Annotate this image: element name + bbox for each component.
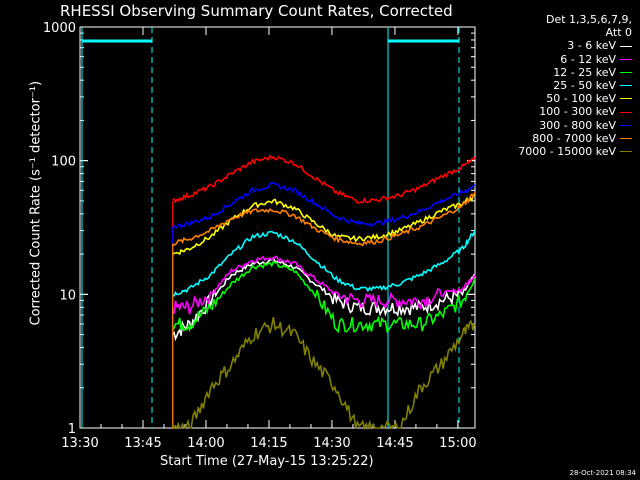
- plot-frame: [79, 26, 476, 429]
- series-line: [172, 181, 476, 229]
- legend-entry: 100 - 300 keV: [518, 105, 632, 118]
- legend: Det 1,3,5,6,7,9, Att 0 3 - 6 keV 6 - 12 k…: [518, 13, 632, 158]
- series-line: [171, 260, 476, 334]
- legend-entry: 3 - 6 keV: [518, 39, 632, 52]
- x-tick-label: 14:00: [187, 436, 224, 451]
- series-line: [171, 317, 476, 431]
- series-line: [172, 191, 476, 247]
- x-tick-label: 14:30: [313, 436, 350, 451]
- legend-entry-label: 100 - 300 keV: [539, 105, 616, 119]
- legend-swatch: [620, 151, 632, 153]
- legend-entry-label: 3 - 6 keV: [567, 39, 616, 53]
- legend-header-line-2: Att 0: [605, 26, 632, 40]
- legend-swatch: [620, 124, 632, 126]
- legend-entry: 12 - 25 keV: [518, 66, 632, 79]
- series-line: [171, 255, 476, 315]
- legend-header-line-1: Det 1,3,5,6,7,9,: [545, 13, 632, 26]
- legend-swatch: [620, 58, 632, 60]
- x-axis-label: Start Time (27-May-15 13:25:22): [160, 454, 374, 469]
- x-tick-label: 14:15: [250, 436, 287, 451]
- legend-entry-label: 300 - 800 keV: [539, 118, 616, 132]
- legend-entry: 6 - 12 keV: [518, 53, 632, 66]
- legend-entry-label: 6 - 12 keV: [560, 52, 616, 66]
- legend-entry-label: 25 - 50 keV: [553, 79, 616, 93]
- legend-swatch: [620, 111, 632, 113]
- y-tick-label: 100: [51, 155, 76, 170]
- x-tick-label: 13:30: [61, 436, 98, 451]
- x-tick-label: 14:45: [376, 436, 413, 451]
- legend-entry: 800 - 7000 keV: [518, 132, 632, 145]
- x-tick-label: 15:00: [439, 436, 476, 451]
- series-line: [172, 230, 476, 297]
- series-line: [172, 154, 476, 204]
- chart-title: RHESSI Observing Summary Count Rates, Co…: [60, 2, 453, 20]
- legend-swatch: [620, 137, 632, 139]
- legend-swatch: [620, 45, 632, 47]
- x-tick-label: 13:45: [124, 436, 161, 451]
- legend-entry-label: 7000 - 15000 keV: [518, 145, 616, 159]
- legend-entry-label: 12 - 25 keV: [553, 65, 616, 79]
- timestamp: 28-Oct-2021 08:34: [569, 469, 636, 477]
- legend-swatch: [620, 98, 632, 100]
- y-tick-label: 1000: [43, 21, 76, 36]
- y-tick-label: 10: [59, 288, 76, 303]
- legend-entry: 25 - 50 keV: [518, 79, 632, 92]
- y-axis-label: Corrected Count Rate (s⁻¹ detector⁻¹): [28, 80, 44, 326]
- series-line: [172, 193, 476, 256]
- series-line: [172, 256, 476, 342]
- legend-entry-label: 800 - 7000 keV: [532, 131, 616, 145]
- legend-entry: 7000 - 15000 keV: [518, 145, 632, 158]
- legend-swatch: [620, 71, 632, 73]
- legend-entry-label: 50 - 100 keV: [546, 92, 616, 106]
- y-tick-label: 1: [68, 422, 76, 437]
- legend-entry: 50 - 100 keV: [518, 92, 632, 105]
- legend-entry: 300 - 800 keV: [518, 119, 632, 132]
- legend-swatch: [620, 85, 632, 87]
